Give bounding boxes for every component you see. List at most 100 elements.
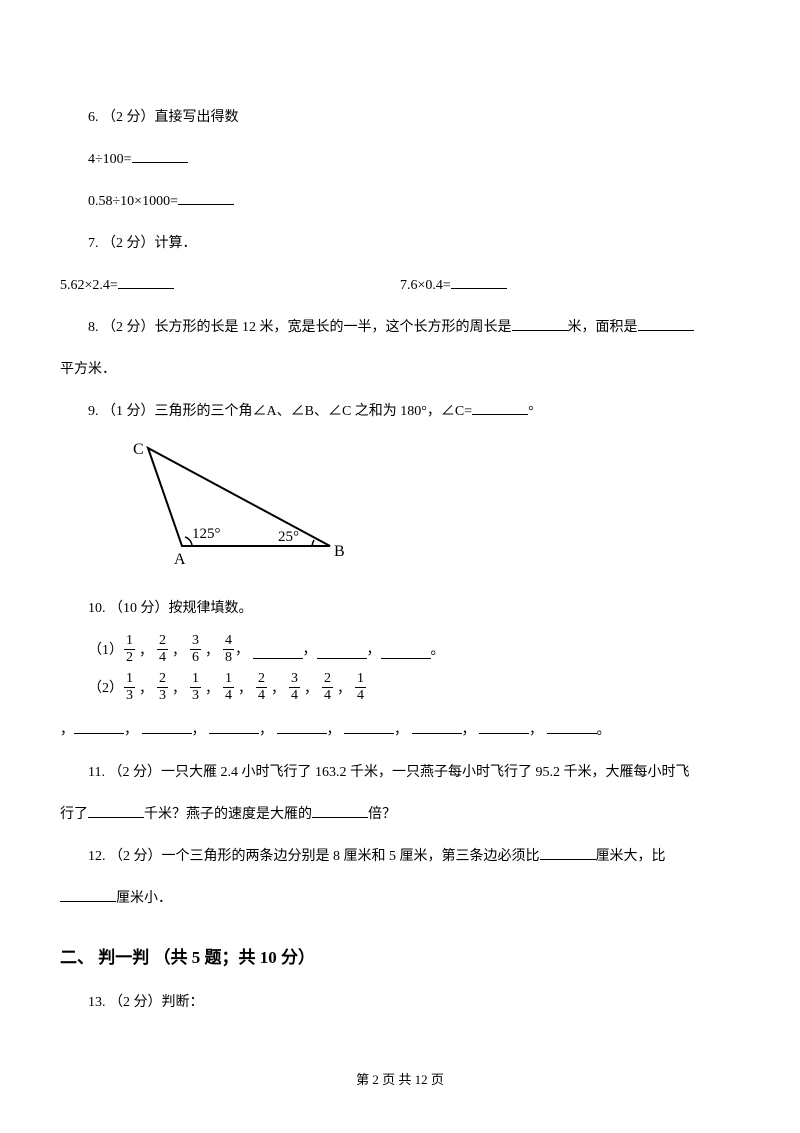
q10-r1-prefix: （1） (88, 637, 123, 665)
blank (132, 148, 188, 163)
q9-degree: ° (528, 404, 534, 419)
q11-mid1: 行了 (60, 807, 88, 822)
separator: ， (334, 676, 354, 704)
q12-pre: 12. （2 分）一个三角形的两条边分别是 8 厘米和 5 厘米，第三条边必须比 (88, 849, 540, 864)
q8-mid: 米，面积是 (568, 320, 638, 335)
blank (479, 719, 529, 734)
sep: ， (462, 723, 476, 738)
q7-exp2-text: 7.6×0.4= (400, 278, 451, 293)
q12-suffix: 厘米小． (116, 891, 172, 906)
blank (547, 719, 597, 734)
blank (209, 719, 259, 734)
q11-mid2: 千米？燕子的速度是大雁的 (144, 807, 312, 822)
q9-triangle: C A B 125° 25° (130, 440, 740, 581)
separator: ， (202, 676, 222, 704)
separator: ， (136, 638, 156, 666)
q10-r1-fracs: 12，24，36，48 (123, 634, 235, 665)
page-footer: 第 2 页 共 12 页 (60, 1067, 740, 1093)
end: 。 (597, 723, 611, 738)
q8: 8. （2 分）长方形的长是 12 米，宽是长的一半，这个长方形的周长是 米，面积… (60, 314, 740, 342)
blank (118, 274, 174, 289)
q6-label: 6. （2 分）直接写出得数 (60, 104, 740, 132)
blank (178, 190, 234, 205)
blank (317, 644, 367, 659)
sep: ， (259, 723, 273, 738)
blank (638, 316, 694, 331)
angle-a-arc (185, 537, 192, 546)
triangle-shape (148, 448, 330, 546)
fraction: 12 (124, 634, 135, 665)
q13: 13. （2 分）判断： (60, 989, 740, 1017)
blank (451, 274, 507, 289)
lead-comma: ， (60, 723, 74, 738)
q8-suffix: 平方米． (60, 356, 740, 384)
separator: ， (169, 676, 189, 704)
label-b: B (334, 543, 345, 560)
q7-exp1-text: 5.62×2.4= (60, 278, 118, 293)
fraction: 14 (355, 672, 366, 703)
fraction: 36 (190, 634, 201, 665)
fraction: 13 (190, 672, 201, 703)
sep: ， (303, 637, 317, 665)
end: 。 (431, 637, 445, 665)
blank (277, 719, 327, 734)
blank (381, 644, 431, 659)
label-a: A (174, 551, 186, 568)
blank (312, 803, 368, 818)
blank (60, 887, 116, 902)
sep: ， (394, 723, 408, 738)
separator: ， (301, 676, 321, 704)
q10-row1: （1） 12，24，36，48 ， ， ， 。 (60, 637, 740, 665)
q7-row: 5.62×2.4= 7.6×0.4= (60, 272, 740, 300)
sep: ， (124, 723, 138, 738)
comma: ， (235, 637, 249, 665)
q10-label: 10. （10 分）按规律填数。 (60, 595, 740, 623)
fraction: 14 (223, 672, 234, 703)
fraction: 13 (124, 672, 135, 703)
angle-a-label: 125° (192, 526, 221, 542)
separator: ， (136, 676, 156, 704)
fraction: 24 (157, 634, 168, 665)
blank (472, 400, 528, 415)
blank (412, 719, 462, 734)
q11-suffix: 倍？ (368, 807, 396, 822)
q12-line2: 厘米小． (60, 885, 740, 913)
q10-r2-fracs: 13，23，13，14，24，34，24，14 (123, 672, 367, 703)
blank (142, 719, 192, 734)
fraction: 34 (289, 672, 300, 703)
exam-page: 6. （2 分）直接写出得数 4÷100= 0.58÷10×1000= 7. （… (0, 0, 800, 1133)
blank (74, 719, 124, 734)
fraction: 23 (157, 672, 168, 703)
q7-exp1: 5.62×2.4= (60, 272, 400, 300)
separator: ， (169, 638, 189, 666)
q8-pre: 8. （2 分）长方形的长是 12 米，宽是长的一半，这个长方形的周长是 (88, 320, 512, 335)
label-c: C (133, 441, 144, 458)
blank (344, 719, 394, 734)
q11-line1: 11. （2 分）一只大雁 2.4 小时飞行了 163.2 千米，一只燕子每小时… (60, 759, 740, 787)
blank (88, 803, 144, 818)
blank (253, 644, 303, 659)
section-2-heading: 二、 判一判 （共 5 题；共 10 分） (60, 941, 740, 975)
blank (512, 316, 568, 331)
fraction: 48 (223, 634, 234, 665)
q9-text: 9. （1 分）三角形的三个角∠A、∠B、∠C 之和为 180°，∠C= (88, 404, 472, 419)
q10-row2-cont: ， ， ， ， ， ， ， ， 。 (60, 717, 740, 745)
q6-exp2: 0.58÷10×1000= (60, 188, 740, 216)
q6-exp2-text: 0.58÷10×1000= (88, 194, 178, 209)
q7-exp2: 7.6×0.4= (400, 272, 740, 300)
sep: ， (327, 723, 341, 738)
q6-exp1-text: 4÷100= (88, 152, 132, 167)
q7-label: 7. （2 分）计算． (60, 230, 740, 258)
q9: 9. （1 分）三角形的三个角∠A、∠B、∠C 之和为 180°，∠C= ° (60, 398, 740, 426)
sep: ， (192, 723, 206, 738)
separator: ， (202, 638, 222, 666)
q10-row2: （2） 13，23，13，14，24，34，24，14 (60, 675, 740, 703)
separator: ， (235, 676, 255, 704)
q11-line2: 行了 千米？燕子的速度是大雁的 倍？ (60, 801, 740, 829)
sep: ， (367, 637, 381, 665)
sep: ， (529, 723, 543, 738)
q12-line1: 12. （2 分）一个三角形的两条边分别是 8 厘米和 5 厘米，第三条边必须比… (60, 843, 740, 871)
triangle-svg: C A B 125° 25° (130, 440, 360, 570)
blank (540, 845, 596, 860)
fraction: 24 (322, 672, 333, 703)
